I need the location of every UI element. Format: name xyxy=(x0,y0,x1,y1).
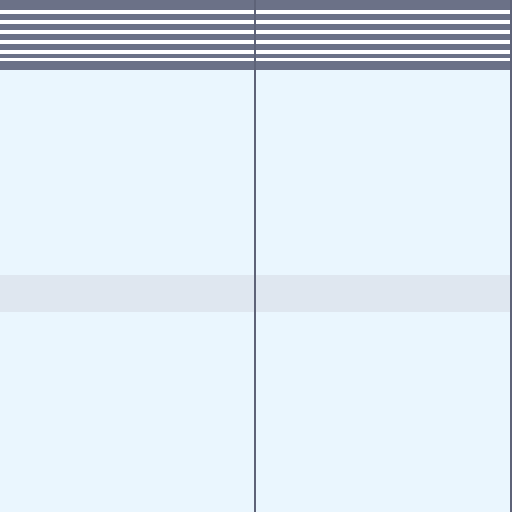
right-pane[interactable] xyxy=(256,70,510,512)
pane-divider[interactable] xyxy=(254,0,256,512)
highlighted-row-right[interactable] xyxy=(256,275,510,312)
header-stripe xyxy=(0,20,512,24)
striped-header xyxy=(0,0,512,70)
header-stripe xyxy=(0,10,512,14)
header-stripe xyxy=(0,58,512,61)
left-pane[interactable] xyxy=(0,70,255,512)
header-stripe xyxy=(0,50,512,54)
header-stripe xyxy=(0,40,512,44)
right-edge-border xyxy=(510,0,512,512)
header-stripe xyxy=(0,30,512,34)
highlighted-row-left[interactable] xyxy=(0,275,255,312)
